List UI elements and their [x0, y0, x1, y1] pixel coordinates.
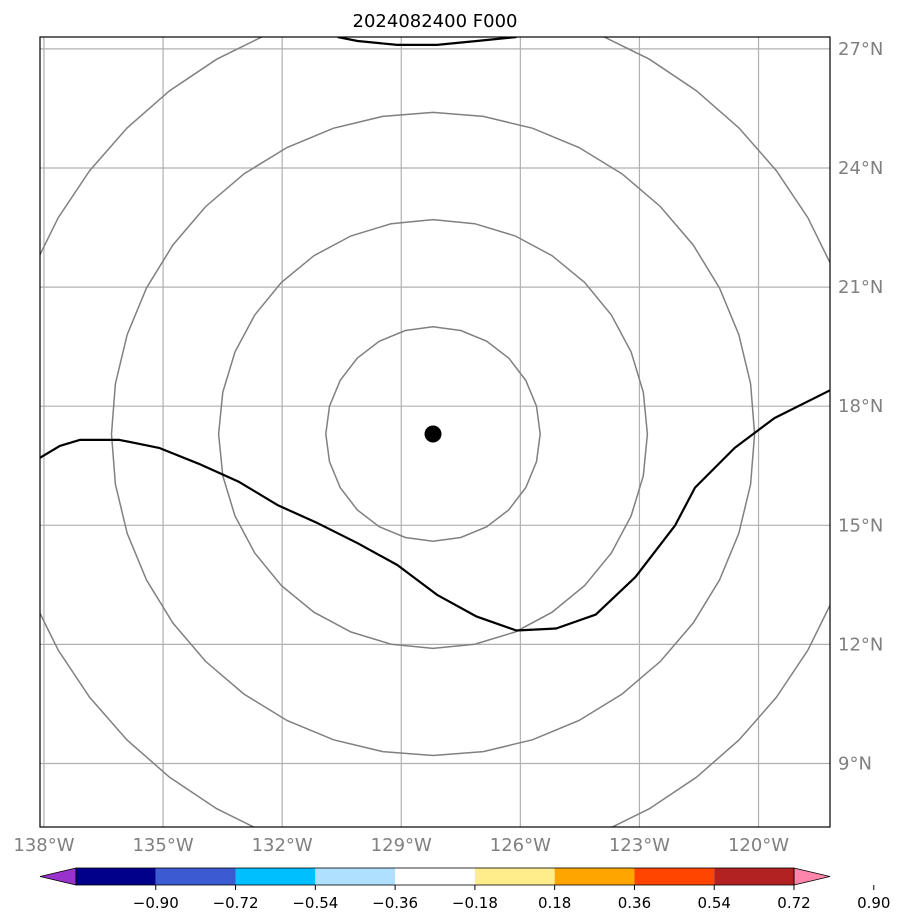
lon-tick-label-1: 135°W	[132, 835, 193, 856]
colorbar-tick-label-6: 0.36	[618, 894, 651, 912]
lon-tick-label-6: 120°W	[728, 835, 789, 856]
colorbar: −0.90 −0.72 −0.54 −0.36 −0.18 0.18 0.36 0.54 0.7…	[39, 867, 890, 912]
colorbar-tick-label-2: −0.54	[292, 894, 338, 912]
colorbar-tick-label-5: 0.18	[538, 894, 571, 912]
colorbar-segment-4	[395, 868, 475, 885]
lat-tick-label-2: 21°N	[838, 277, 883, 298]
colorbar-segment-0	[76, 868, 156, 885]
lat-tick-label-4: 15°N	[838, 515, 883, 536]
colorbar-tick-label-8: 0.72	[777, 894, 810, 912]
colorbar-extend-low	[39, 867, 77, 886]
colorbar-segment-5	[474, 868, 555, 885]
colorbar-tick-label-1: −0.72	[213, 894, 259, 912]
colorbar-extend-high	[793, 867, 831, 886]
colorbar-tick-label-9: 0.90	[857, 894, 890, 912]
top-track-line	[337, 37, 517, 47]
colorbar-segment-6	[554, 868, 635, 885]
gridlines	[40, 37, 830, 827]
track-lines	[40, 37, 830, 632]
lon-tick-label-5: 123°W	[609, 835, 670, 856]
lat-tick-label-0: 27°N	[838, 39, 883, 60]
chart-title: 2024082400 F000	[353, 11, 518, 32]
colorbar-frame	[75, 867, 795, 886]
track-line	[40, 389, 830, 632]
range-ring-3	[40, 37, 830, 827]
range-ring-0	[325, 326, 541, 542]
longitude-tick-labels: 138°W 135°W 132°W 129°W 126°W 123°W 120°W	[13, 835, 789, 856]
range-ring-1	[217, 218, 649, 650]
lat-tick-label-3: 18°N	[838, 396, 883, 417]
lat-tick-label-6: 9°N	[838, 753, 872, 774]
colorbar-segment-2	[235, 868, 316, 885]
plot-frame	[39, 36, 831, 828]
colorbar-tick-label-3: −0.36	[372, 894, 418, 912]
lat-tick-label-5: 12°N	[838, 634, 883, 655]
latitude-tick-labels: 27°N 24°N 21°N 18°N 15°N 12°N 9°N	[838, 39, 883, 775]
colorbar-tick-label-7: 0.54	[698, 894, 731, 912]
range-ring-2	[110, 111, 756, 757]
center-markers	[424, 425, 442, 443]
lat-tick-label-1: 24°N	[838, 158, 883, 179]
lon-tick-label-0: 138°W	[13, 835, 74, 856]
colorbar-tick-label-0: −0.90	[133, 894, 179, 912]
colorbar-segment-1	[155, 868, 236, 885]
center-marker	[424, 425, 442, 443]
colorbar-tick-label-4: −0.18	[452, 894, 498, 912]
lon-tick-label-2: 132°W	[252, 835, 313, 856]
colorbar-segment-8	[714, 868, 794, 885]
lon-tick-label-3: 129°W	[371, 835, 432, 856]
range-rings	[40, 37, 830, 827]
colorbar-segment-3	[315, 868, 396, 885]
colorbar-segment-7	[634, 868, 715, 885]
lon-tick-label-4: 126°W	[490, 835, 551, 856]
